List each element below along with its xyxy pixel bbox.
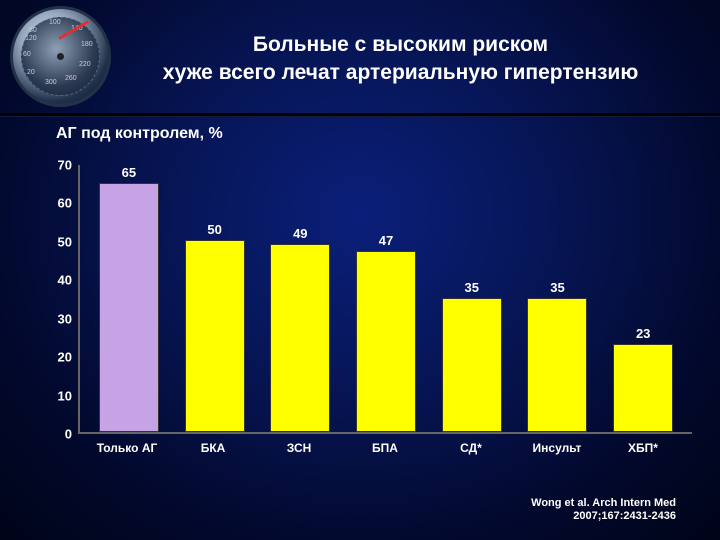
- y-tick-label: 60: [42, 196, 72, 211]
- citation: Wong et al. Arch Intern Med 2007;167:243…: [531, 497, 676, 525]
- bar: [185, 240, 245, 432]
- bar: [356, 251, 416, 432]
- bar-wrap: 35: [429, 165, 515, 432]
- bar: [613, 344, 673, 432]
- title-line-1: Больные с высоким риском: [111, 33, 690, 57]
- citation-line-1: Wong et al. Arch Intern Med: [531, 497, 676, 511]
- x-axis-label: БПА: [342, 436, 428, 460]
- x-axis-label: БКА: [170, 436, 256, 460]
- bar: [442, 298, 502, 433]
- y-tick-label: 20: [42, 350, 72, 365]
- x-axis-label: ХБП*: [600, 436, 686, 460]
- title-block: Больные с высоким риском хуже всего леча…: [111, 31, 720, 85]
- x-labels: Только АГБКАЗСНБПАСД*ИнсультХБП*: [78, 436, 692, 460]
- x-axis-label: Инсульт: [514, 436, 600, 460]
- citation-line-2: 2007;167:2431-2436: [531, 510, 676, 524]
- y-tick-label: 30: [42, 311, 72, 326]
- bar-wrap: 49: [257, 165, 343, 432]
- bar-wrap: 65: [86, 165, 172, 432]
- gauge-icon: 100 140 180 220 260 300 20 60 80 120: [10, 6, 111, 107]
- y-tick-label: 50: [42, 234, 72, 249]
- bars-container: 65 50 49 47 35 35 23: [80, 165, 692, 432]
- bar-value-label: 47: [379, 233, 393, 248]
- header-separator: [0, 113, 720, 116]
- bar-value-label: 50: [207, 222, 221, 237]
- bar-wrap: 23: [600, 165, 686, 432]
- bar: [99, 183, 159, 432]
- bar: [527, 298, 587, 433]
- bar-wrap: 35: [515, 165, 601, 432]
- x-axis-label: Только АГ: [84, 436, 170, 460]
- bar-value-label: 35: [550, 280, 564, 295]
- title-line-2: хуже всего лечат артериальную гипертензи…: [111, 61, 690, 85]
- bar-value-label: 65: [122, 165, 136, 180]
- x-axis-label: СД*: [428, 436, 514, 460]
- bar-value-label: 49: [293, 226, 307, 241]
- bar-value-label: 35: [465, 280, 479, 295]
- y-tick-label: 40: [42, 273, 72, 288]
- bar-value-label: 23: [636, 326, 650, 341]
- bar-wrap: 50: [172, 165, 258, 432]
- y-axis-label: АГ под контролем, %: [56, 124, 223, 144]
- y-tick-label: 0: [42, 427, 72, 442]
- bar-wrap: 47: [343, 165, 429, 432]
- bar: [270, 244, 330, 432]
- plot-area: 65 50 49 47 35 35 23: [78, 165, 692, 434]
- x-axis-label: ЗСН: [256, 436, 342, 460]
- bar-chart: 65 50 49 47 35 35 23 Только АГБКАЗСНБПАСД*Инсу…: [42, 165, 692, 460]
- y-tick-label: 10: [42, 388, 72, 403]
- slide-header: 100 140 180 220 260 300 20 60 80 120 Бол…: [0, 0, 720, 107]
- y-tick-label: 70: [42, 158, 72, 173]
